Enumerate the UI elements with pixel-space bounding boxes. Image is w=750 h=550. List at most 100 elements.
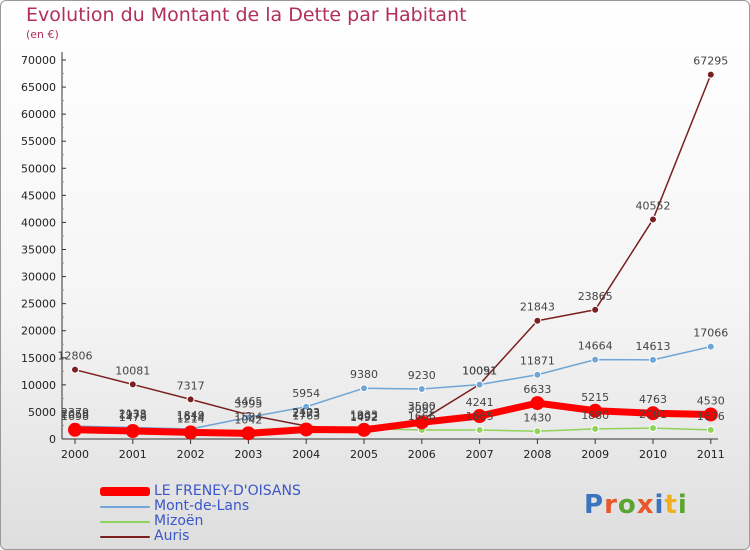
data-point: [357, 422, 371, 437]
data-label: 21843: [520, 301, 555, 314]
legend-swatch: [100, 487, 150, 496]
data-point: [302, 402, 311, 411]
y-tick-label: 25000: [21, 298, 56, 311]
data-label: 1692: [350, 410, 378, 423]
data-point: [472, 409, 487, 424]
data-label: 10051: [462, 365, 497, 378]
data-label: 1584: [234, 410, 262, 423]
data-label: 3995: [234, 397, 262, 410]
y-tick-label: 65000: [21, 81, 56, 94]
y-tick-label: 50000: [21, 162, 56, 175]
data-point: [591, 355, 600, 364]
data-label: 9380: [350, 368, 378, 381]
data-label: 1763: [292, 409, 320, 422]
data-point: [649, 215, 657, 224]
data-label: 9230: [408, 369, 436, 382]
data-point: [649, 355, 657, 364]
legend-item: LE FRENEY-D'OISANS: [100, 484, 301, 499]
proxiti-logo: Proxiti: [584, 490, 688, 520]
series-line: [74, 345, 711, 430]
series-line: [74, 74, 712, 432]
data-label: 6633: [523, 383, 551, 396]
x-tick-label: 2003: [234, 448, 262, 461]
legend-swatch: [100, 535, 150, 538]
data-label: 1933: [350, 409, 378, 422]
legend-label: LE FRENEY-D'OISANS: [154, 483, 301, 499]
data-label: 1978: [119, 408, 147, 421]
x-tick-label: 2002: [177, 448, 205, 461]
data-point: [703, 407, 718, 422]
data-label: 1430: [523, 411, 551, 424]
y-tick-label: 10000: [21, 379, 56, 392]
data-label: 1698: [61, 410, 89, 423]
y-tick-label: 55000: [21, 135, 56, 148]
data-point: [241, 426, 256, 441]
x-tick-label: 2005: [350, 448, 378, 461]
data-label: 1880: [581, 409, 609, 422]
data-point: [646, 406, 660, 421]
legend-item: Mizoën: [100, 514, 301, 529]
data-point: [706, 342, 715, 351]
data-label: 23865: [578, 290, 613, 303]
x-tick-label: 2000: [61, 448, 89, 461]
data-point: [533, 427, 542, 436]
data-label: 1849: [177, 409, 205, 422]
legend-label: Auris: [154, 528, 190, 544]
data-point: [128, 380, 137, 389]
legend-swatch: [100, 505, 150, 508]
data-label: 67295: [693, 55, 728, 68]
data-label: 5954: [292, 387, 320, 400]
chart-legend: LE FRENEY-D'OISANS Mont-de-Lans Mizoën Auri…: [100, 484, 301, 544]
data-label: 14664: [578, 340, 613, 353]
x-tick-label: 2008: [523, 448, 551, 461]
data-label: 2056: [61, 408, 89, 421]
x-tick-label: 2001: [119, 448, 147, 461]
data-point: [414, 415, 429, 430]
data-label: 1676: [697, 410, 725, 423]
data-label: 12806: [58, 350, 93, 363]
y-tick-label: 5000: [28, 406, 56, 419]
legend-label: Mont-de-Lans: [154, 498, 250, 514]
chart-title: Evolution du Montant de la Dette par Hab…: [26, 4, 467, 26]
data-label: 7317: [177, 379, 205, 392]
data-label: 2133: [119, 407, 147, 420]
data-point: [706, 70, 715, 79]
data-label: 1214: [177, 412, 205, 425]
data-label: 3082: [408, 402, 436, 415]
data-point: [588, 403, 603, 418]
x-tick-label: 2011: [697, 448, 725, 461]
legend-item: Auris: [100, 529, 301, 544]
data-point: [591, 305, 600, 314]
x-tick-label: 2007: [466, 448, 494, 461]
data-point: [244, 413, 253, 422]
data-point: [475, 425, 484, 434]
x-tick-label: 2004: [292, 448, 320, 461]
x-tick-label: 2010: [639, 448, 667, 461]
data-label: 11871: [520, 355, 555, 368]
data-label: 4530: [697, 394, 725, 407]
data-label: 4465: [234, 395, 262, 408]
data-point: [125, 424, 140, 439]
data-point: [360, 384, 368, 393]
y-tick-label: 60000: [21, 108, 56, 121]
y-tick-label: 40000: [21, 216, 56, 229]
data-point: [417, 385, 426, 394]
data-point: [475, 380, 484, 389]
y-tick-label: 35000: [21, 244, 56, 257]
data-label: 2001: [639, 408, 667, 421]
y-tick-label: 45000: [21, 189, 56, 202]
data-label: 1665: [466, 410, 494, 423]
data-label: 1042: [234, 413, 262, 426]
data-point: [299, 422, 314, 437]
data-label: 10091: [462, 364, 497, 377]
data-label: 10081: [115, 364, 150, 377]
data-label: 14613: [636, 340, 671, 353]
y-tick-label: 20000: [21, 325, 56, 338]
data-point: [706, 425, 715, 434]
data-label: 40552: [636, 199, 671, 212]
data-label: 1614: [177, 410, 205, 423]
y-tick-label: 0: [49, 433, 56, 446]
chart-subtitle: (en €): [26, 28, 59, 41]
data-point: [533, 370, 542, 379]
